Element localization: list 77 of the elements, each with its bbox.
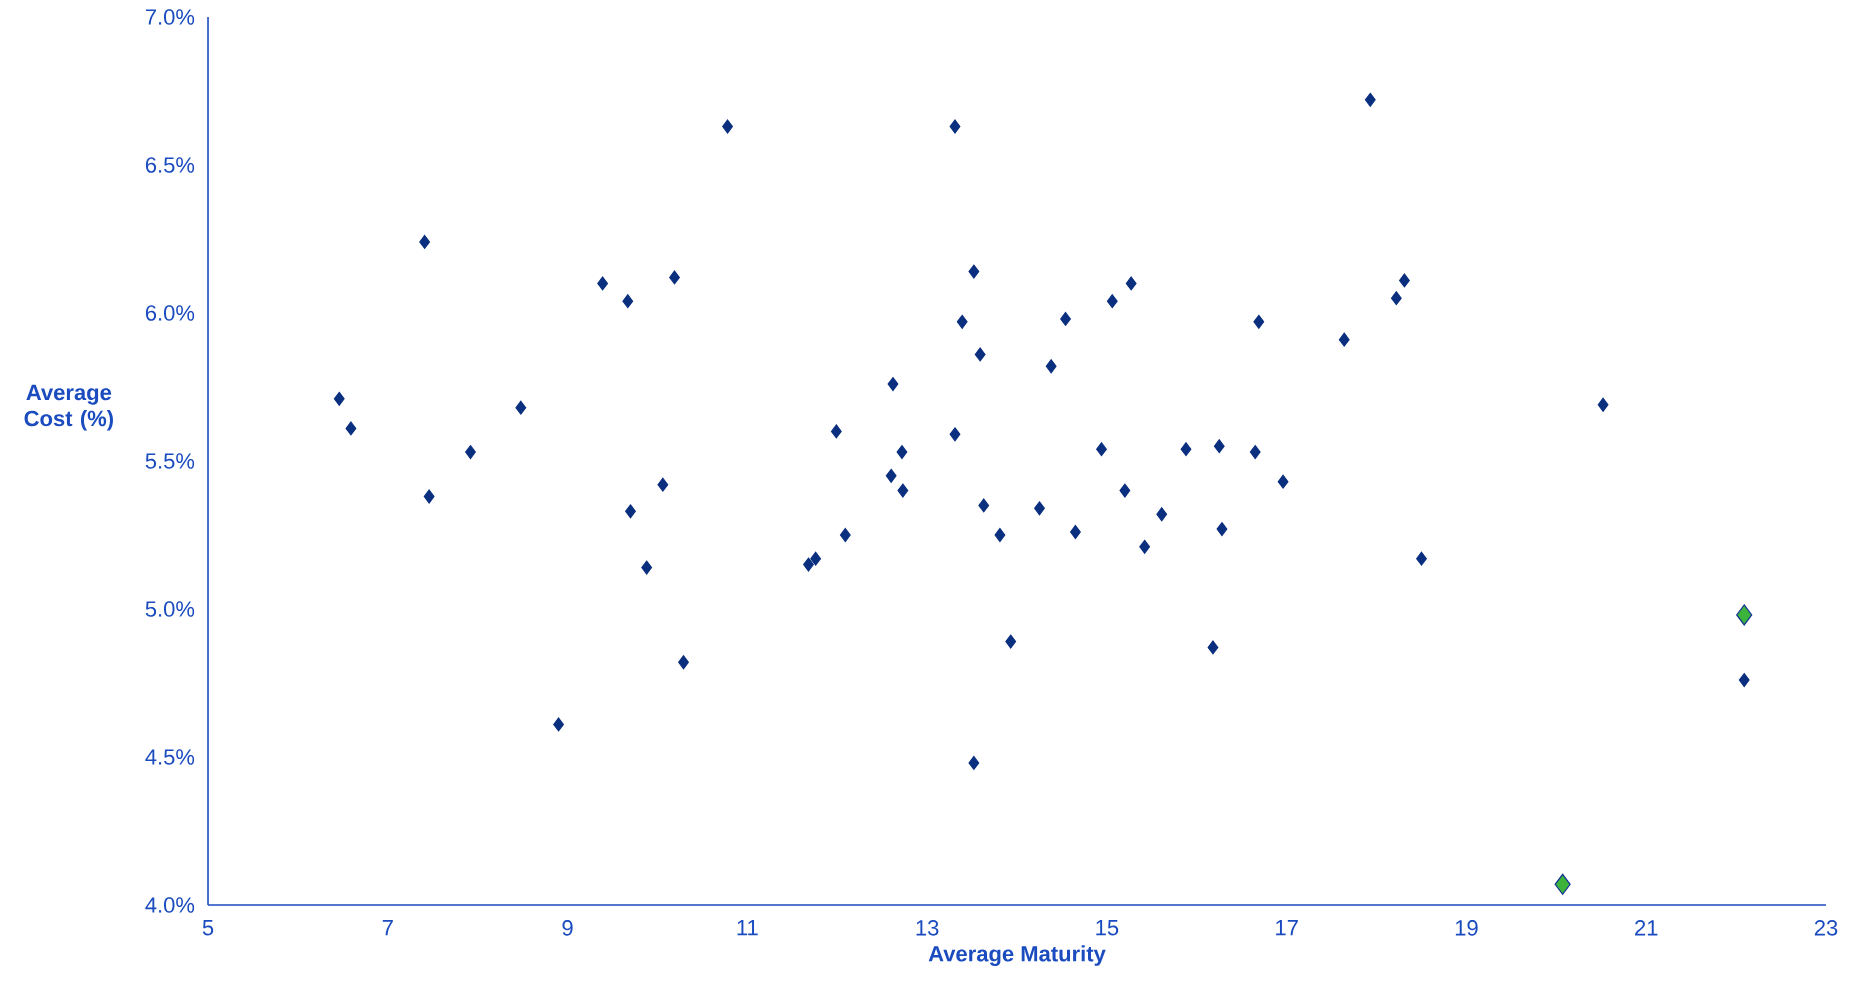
point: [887, 377, 899, 392]
x-axis-title: Average Maturity: [928, 945, 1106, 966]
y-tick-label: 7.0%: [145, 9, 195, 25]
point: [669, 270, 680, 285]
point: [1554, 873, 1571, 895]
point: [1253, 314, 1265, 329]
x-tick-label: 13: [916, 920, 939, 936]
point: [1390, 291, 1402, 306]
point: [641, 560, 653, 575]
point: [949, 119, 961, 134]
x-tick-label: 21: [1635, 920, 1658, 936]
point: [1139, 539, 1151, 554]
point: [597, 276, 609, 291]
point: [622, 294, 634, 309]
y-tick-label: 4.0%: [145, 897, 195, 913]
point: [810, 551, 822, 566]
point: [1106, 294, 1118, 309]
point: [657, 477, 669, 492]
y-axis-title: Average Cost (%): [24, 384, 113, 431]
point: [968, 755, 980, 770]
point: [1216, 522, 1228, 537]
point: [333, 391, 345, 406]
point: [1213, 439, 1225, 454]
point: [345, 421, 357, 436]
point: [897, 483, 909, 498]
point: [1736, 604, 1753, 626]
point: [839, 527, 851, 542]
point: [968, 264, 980, 279]
x-tick-label: 23: [1814, 920, 1838, 936]
point: [1119, 483, 1131, 498]
point: [896, 445, 908, 460]
point: [1738, 673, 1750, 688]
point: [956, 314, 968, 329]
x-tick-label: 11: [737, 920, 758, 936]
point: [1060, 311, 1071, 326]
point: [1005, 634, 1017, 649]
x-tick-label: 19: [1455, 920, 1478, 936]
y-tick-label: 4.5%: [145, 749, 195, 765]
point: [678, 655, 689, 670]
x-tick-label: 17: [1276, 920, 1298, 936]
point: [830, 424, 842, 439]
point: [423, 489, 435, 504]
y-tick-label: 6.0%: [145, 305, 195, 321]
point: [1070, 525, 1081, 540]
point: [1034, 501, 1045, 516]
point: [803, 557, 814, 572]
point: [1096, 442, 1107, 457]
point: [1156, 507, 1168, 522]
point: [1364, 92, 1376, 107]
point: [1416, 551, 1427, 566]
x-tick-label: 15: [1096, 920, 1119, 936]
point: [625, 504, 636, 519]
point: [419, 234, 431, 249]
y-tick-label: 6.5%: [145, 157, 195, 173]
point: [1180, 442, 1192, 457]
point: [1045, 359, 1057, 374]
point: [1207, 640, 1219, 655]
x-tick-label: 7: [382, 920, 393, 936]
x-tick-label: 9: [562, 920, 573, 936]
y-tick-label: 5.0%: [145, 601, 195, 617]
point: [994, 527, 1006, 542]
point: [978, 498, 990, 513]
point: [722, 119, 733, 134]
point: [465, 445, 476, 460]
point: [1338, 332, 1350, 347]
y-tick-label: 5.5%: [145, 453, 195, 469]
point: [949, 427, 961, 442]
point: [1399, 273, 1410, 288]
x-tick-label: 5: [202, 920, 214, 936]
point: [553, 717, 564, 732]
point: [1125, 276, 1137, 291]
point: [1597, 397, 1609, 412]
point: [515, 400, 527, 415]
point: [1277, 474, 1289, 489]
point: [885, 468, 897, 483]
point: [974, 347, 986, 362]
point: [1249, 445, 1261, 460]
